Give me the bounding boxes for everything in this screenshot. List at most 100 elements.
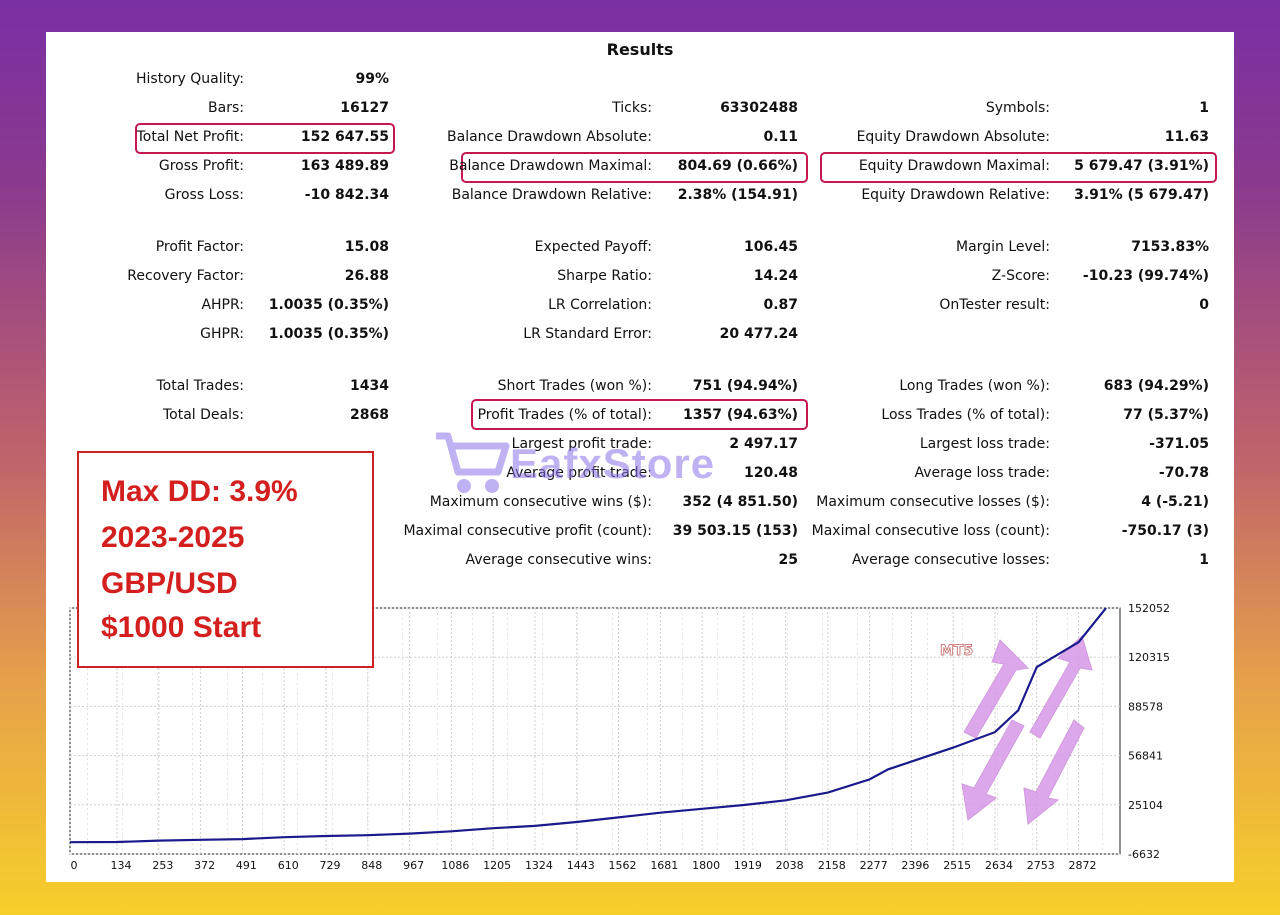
chart-y-ticks: 152052 120315 88578 56841 25104 -6632 bbox=[1128, 602, 1170, 861]
label-loss-trades: Loss Trades (% of total): bbox=[881, 407, 1050, 423]
label-balance-dd-abs: Balance Drawdown Absolute: bbox=[447, 129, 652, 145]
value-history-quality: 99% bbox=[355, 71, 389, 87]
eafxstore-watermark: EafxStore bbox=[432, 422, 852, 502]
x-tick-label: 848 bbox=[361, 859, 382, 872]
chart-series bbox=[69, 607, 1107, 844]
x-tick-label: 2158 bbox=[818, 859, 846, 872]
label-ticks: Ticks: bbox=[612, 100, 652, 116]
label-lr-correlation: LR Correlation: bbox=[548, 297, 652, 313]
label-profit-trades: Profit Trades (% of total): bbox=[477, 407, 652, 423]
highlight-profit-trades bbox=[471, 399, 808, 430]
promo-box: Max DD: 3.9% 2023-2025 GBP/USD $1000 Sta… bbox=[77, 451, 374, 668]
label-ahpr: AHPR: bbox=[201, 297, 244, 313]
label-margin-level: Margin Level: bbox=[956, 239, 1050, 255]
x-tick-label: 2753 bbox=[1027, 859, 1055, 872]
value-expected-payoff: 106.45 bbox=[743, 239, 798, 255]
value-maximal-consec-loss: -750.17 (3) bbox=[1121, 523, 1209, 539]
y-tick-label: -6632 bbox=[1128, 848, 1160, 861]
value-long-trades: 683 (94.29%) bbox=[1103, 378, 1209, 394]
x-tick-label: 2396 bbox=[901, 859, 929, 872]
promo-pair: GBP/USD bbox=[101, 567, 238, 600]
label-maximal-consec-loss: Maximal consecutive loss (count): bbox=[811, 523, 1050, 539]
x-tick-label: 134 bbox=[111, 859, 132, 872]
watermark-text: EafxStore bbox=[510, 440, 716, 487]
label-symbols: Symbols: bbox=[985, 100, 1050, 116]
label-max-consec-wins: Maximum consecutive wins ($): bbox=[429, 494, 652, 510]
value-balance-dd-max: 804.69 (0.66%) bbox=[677, 158, 798, 174]
label-z-score: Z-Score: bbox=[991, 268, 1050, 284]
x-tick-label: 1800 bbox=[692, 859, 720, 872]
chart-x-ticks: 0 134 253 372 491 610 729 848 967 1086 1205 1324 144… bbox=[71, 859, 1097, 872]
x-tick-label: 1562 bbox=[609, 859, 637, 872]
x-tick-label: 729 bbox=[320, 859, 341, 872]
x-tick-label: 1919 bbox=[734, 859, 762, 872]
y-tick-label: 88578 bbox=[1128, 700, 1163, 713]
label-gross-profit: Gross Profit: bbox=[158, 158, 244, 174]
value-gross-loss: -10 842.34 bbox=[304, 187, 389, 203]
value-largest-profit: 2 497.17 bbox=[729, 436, 798, 452]
value-avg-loss: -70.78 bbox=[1158, 465, 1209, 481]
value-total-deals: 2868 bbox=[350, 407, 389, 423]
x-tick-label: 491 bbox=[236, 859, 257, 872]
value-ahpr: 1.0035 (0.35%) bbox=[268, 297, 389, 313]
value-sharpe-ratio: 14.24 bbox=[753, 268, 798, 284]
highlight-net-profit bbox=[135, 123, 395, 154]
arrow-icon bbox=[961, 719, 1025, 821]
label-avg-profit: Average profit trade: bbox=[506, 465, 652, 481]
shopping-cart-icon bbox=[436, 432, 510, 493]
label-total-trades: Total Trades: bbox=[156, 378, 245, 394]
y-tick-label: 152052 bbox=[1128, 602, 1170, 615]
x-tick-label: 253 bbox=[152, 859, 173, 872]
x-tick-label: 372 bbox=[194, 859, 215, 872]
chart-mt5-label: MT5 bbox=[940, 643, 973, 659]
value-recovery-factor: 26.88 bbox=[344, 268, 389, 284]
value-equity-dd-max: 5 679.47 (3.91%) bbox=[1074, 158, 1209, 174]
promo-period: 2023-2025 bbox=[101, 521, 245, 554]
label-avg-consec-wins: Average consecutive wins: bbox=[465, 552, 652, 568]
value-margin-level: 7153.83% bbox=[1131, 239, 1209, 255]
value-largest-loss: -371.05 bbox=[1149, 436, 1209, 452]
value-equity-dd-abs: 11.63 bbox=[1164, 129, 1209, 145]
arrow-icon bbox=[1029, 635, 1093, 739]
value-avg-consec-losses: 1 bbox=[1199, 552, 1209, 568]
label-maximal-consec-profit: Maximal consecutive profit (count): bbox=[403, 523, 652, 539]
value-equity-dd-rel: 3.91% (5 679.47) bbox=[1074, 187, 1209, 203]
promo-max-dd: Max DD: 3.9% bbox=[101, 475, 298, 508]
report-title: Results bbox=[606, 40, 674, 59]
label-expected-payoff: Expected Payoff: bbox=[534, 239, 652, 255]
balance-line bbox=[69, 607, 1107, 844]
value-total-trades: 1434 bbox=[350, 378, 389, 394]
value-short-trades: 751 (94.94%) bbox=[692, 378, 798, 394]
arrow-icon bbox=[1023, 719, 1085, 825]
label-avg-consec-losses: Average consecutive losses: bbox=[852, 552, 1050, 568]
x-tick-label: 1681 bbox=[650, 859, 678, 872]
label-long-trades: Long Trades (won %): bbox=[899, 378, 1050, 394]
value-max-consec-losses: 4 (-5.21) bbox=[1141, 494, 1209, 510]
x-tick-label: 2277 bbox=[860, 859, 888, 872]
value-symbols: 1 bbox=[1199, 100, 1209, 116]
x-tick-label: 967 bbox=[403, 859, 424, 872]
label-avg-loss: Average loss trade: bbox=[914, 465, 1050, 481]
highlight-equity-dd-max bbox=[820, 152, 1217, 183]
value-ontester: 0 bbox=[1199, 297, 1209, 313]
value-avg-profit: 120.48 bbox=[743, 465, 798, 481]
label-equity-dd-max: Equity Drawdown Maximal: bbox=[858, 158, 1050, 174]
label-ghpr: GHPR: bbox=[200, 326, 244, 342]
y-tick-label: 120315 bbox=[1128, 651, 1170, 664]
chart-arrows bbox=[961, 635, 1093, 825]
label-short-trades: Short Trades (won %): bbox=[497, 378, 652, 394]
arrow-icon bbox=[963, 639, 1030, 739]
value-lr-correlation: 0.87 bbox=[763, 297, 798, 313]
label-largest-loss: Largest loss trade: bbox=[919, 436, 1050, 452]
highlight-balance-dd-max bbox=[461, 152, 808, 183]
x-tick-label: 1324 bbox=[525, 859, 553, 872]
label-total-net-profit: Total Net Profit: bbox=[136, 129, 244, 145]
label-profit-factor: Profit Factor: bbox=[155, 239, 244, 255]
x-tick-label: 2872 bbox=[1069, 859, 1097, 872]
x-tick-label: 1205 bbox=[483, 859, 511, 872]
value-total-net-profit: 152 647.55 bbox=[300, 129, 389, 145]
label-total-deals: Total Deals: bbox=[162, 407, 244, 423]
x-tick-label: 1443 bbox=[567, 859, 595, 872]
x-tick-label: 1086 bbox=[441, 859, 469, 872]
label-sharpe-ratio: Sharpe Ratio: bbox=[557, 268, 652, 284]
